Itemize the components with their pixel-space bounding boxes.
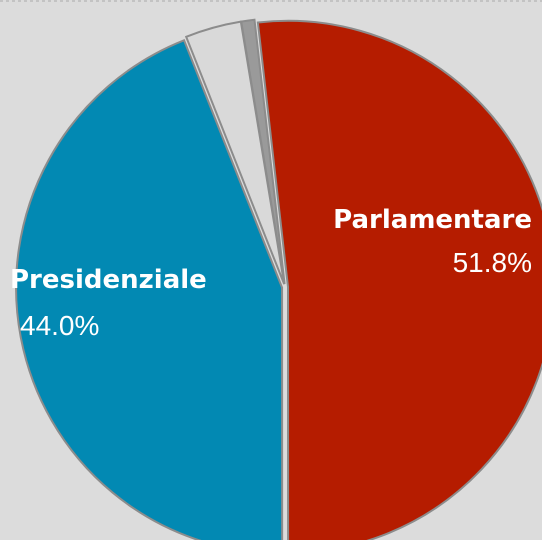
value-label: 51.8% bbox=[453, 247, 532, 278]
pie bbox=[15, 18, 542, 540]
slice bbox=[256, 19, 542, 540]
category-label: Parlamentare bbox=[333, 205, 532, 235]
labels: Parlamentare 51.8% Presidenziale 44.0% bbox=[10, 205, 532, 341]
category-label: Presidenziale bbox=[10, 265, 207, 295]
value-label: 44.0% bbox=[20, 310, 99, 341]
slice bbox=[240, 18, 286, 285]
slice bbox=[15, 38, 284, 540]
